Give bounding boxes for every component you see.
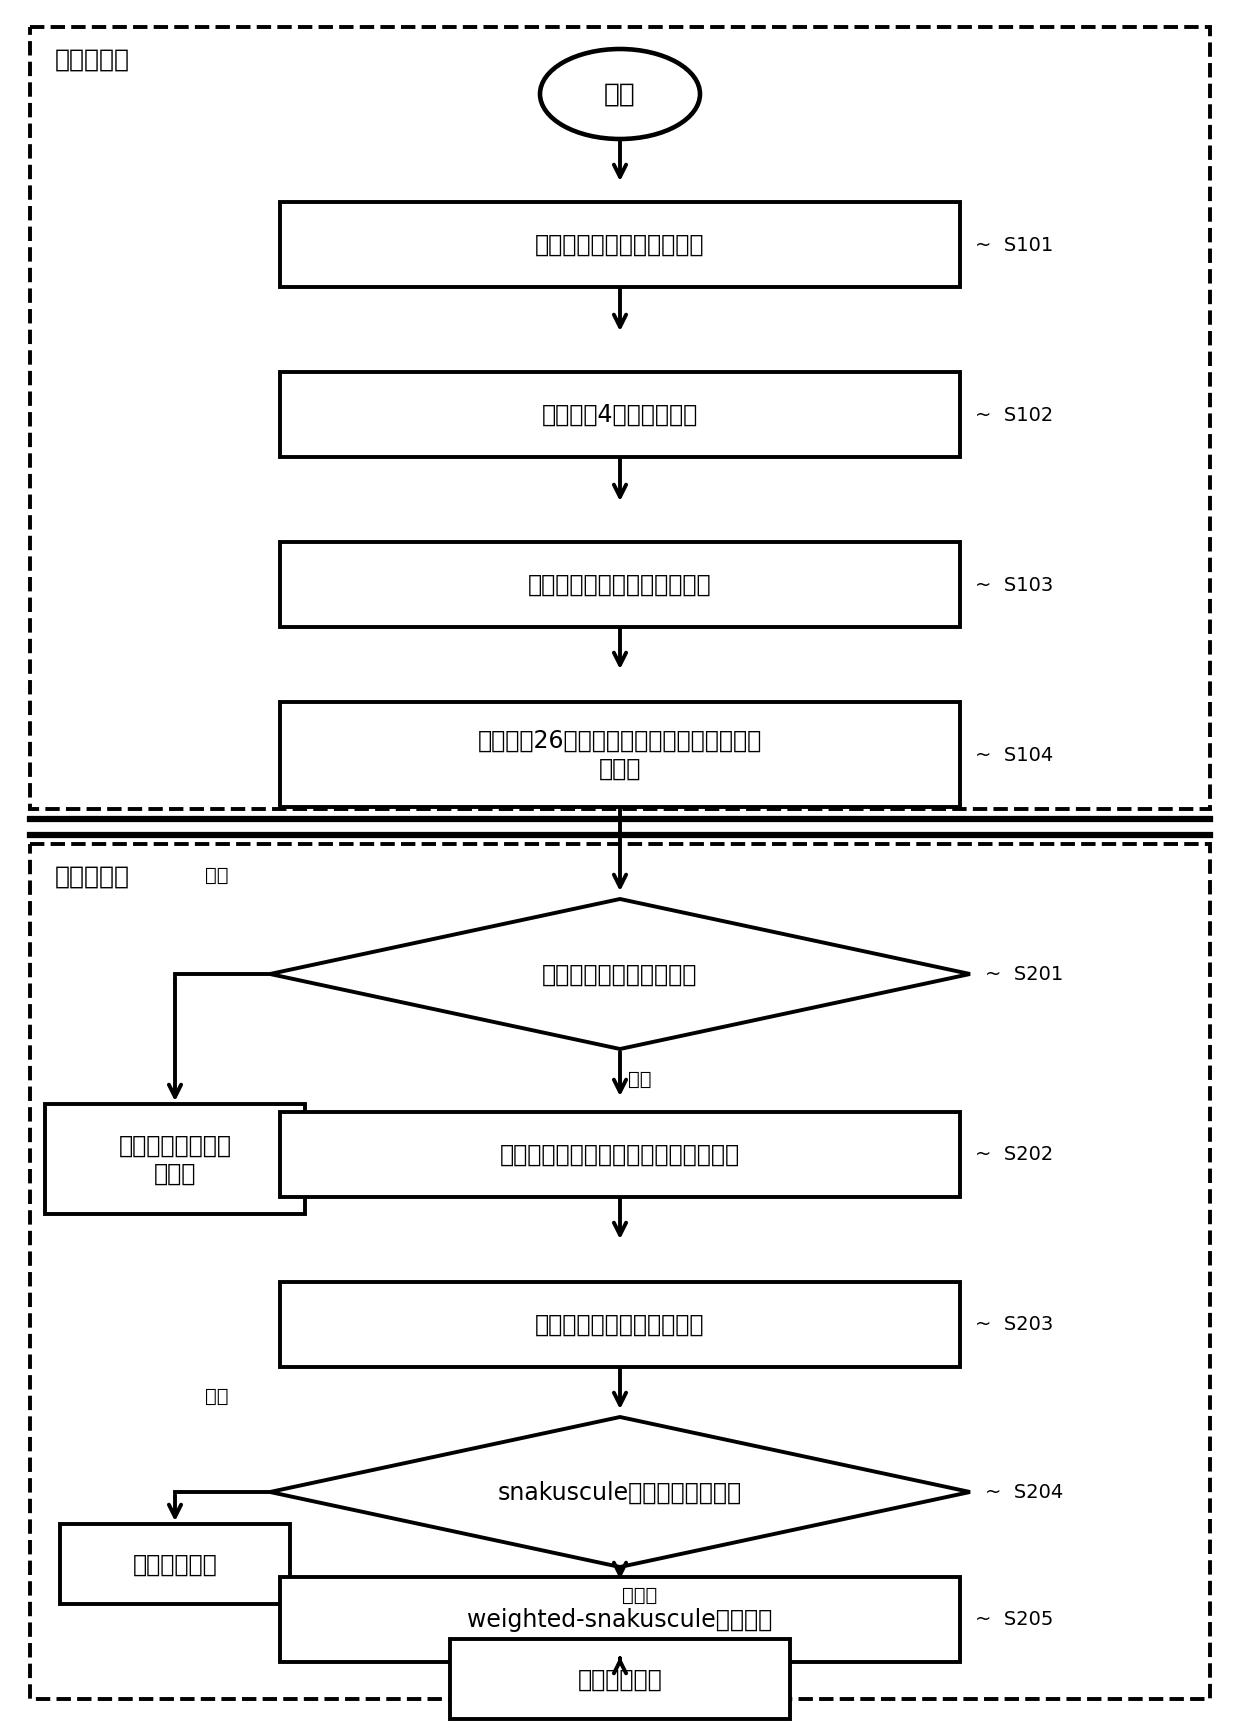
Text: ~  S201: ~ S201: [985, 965, 1063, 984]
Text: 根据眼角点提取双眼区域图像: 根据眼角点提取双眼区域图像: [528, 573, 712, 596]
Text: 根据眼部特征点提取出粗略的虹膜点集: 根据眼部特征点提取出粗略的虹膜点集: [500, 1143, 740, 1166]
Bar: [280, 372, 960, 457]
Text: 灰度加权质心估算虹膜中心: 灰度加权质心估算虹膜中心: [536, 1313, 704, 1335]
Bar: [280, 203, 960, 288]
Bar: [280, 542, 960, 627]
Text: 闭合: 闭合: [205, 866, 228, 885]
Text: 不合格: 不合格: [622, 1585, 657, 1604]
Text: 检测双眼4个眼角特征点: 检测双眼4个眼角特征点: [542, 404, 698, 426]
Text: 检测眼部26关键特征点（含虹膜中心初定位
结果）: 检测眼部26关键特征点（含虹膜中心初定位 结果）: [477, 729, 763, 781]
Text: ~  S205: ~ S205: [975, 1609, 1053, 1628]
Text: ~  S204: ~ S204: [985, 1483, 1063, 1502]
Text: weighted-snakuscule迭代修正: weighted-snakuscule迭代修正: [467, 1607, 773, 1632]
Bar: [280, 1112, 960, 1197]
Text: ~  S203: ~ S203: [975, 1315, 1053, 1334]
Text: 合格: 合格: [205, 1386, 228, 1405]
Polygon shape: [270, 1417, 970, 1567]
Bar: [280, 1576, 960, 1661]
Text: ~  S104: ~ S104: [975, 745, 1053, 764]
Text: ~  S202: ~ S202: [975, 1145, 1053, 1164]
Text: 获得最终结果: 获得最终结果: [133, 1552, 217, 1576]
Ellipse shape: [539, 50, 701, 140]
Bar: [280, 1282, 960, 1367]
Text: snakuscule虹膜中心质量评估: snakuscule虹膜中心质量评估: [498, 1481, 742, 1503]
Text: 以初定位结果为最
终结果: 以初定位结果为最 终结果: [119, 1133, 232, 1185]
Text: 识别目标眼睛的开闭状态: 识别目标眼睛的开闭状态: [542, 963, 698, 987]
Text: 开始: 开始: [604, 81, 636, 107]
Text: 获取待检测目标的面部图像: 获取待检测目标的面部图像: [536, 232, 704, 256]
Bar: [60, 1524, 290, 1604]
Polygon shape: [270, 899, 970, 1050]
Text: 初定位阶段: 初定位阶段: [55, 48, 130, 73]
Bar: [280, 701, 960, 807]
Bar: [450, 1638, 790, 1718]
Text: ~  S103: ~ S103: [975, 575, 1053, 594]
Text: 精定位阶段: 精定位阶段: [55, 864, 130, 889]
Bar: [45, 1105, 305, 1214]
Text: ~  S101: ~ S101: [975, 236, 1053, 255]
Text: 睬开: 睬开: [629, 1069, 652, 1088]
Text: ~  S102: ~ S102: [975, 405, 1053, 424]
Text: 获得最终结果: 获得最终结果: [578, 1666, 662, 1690]
